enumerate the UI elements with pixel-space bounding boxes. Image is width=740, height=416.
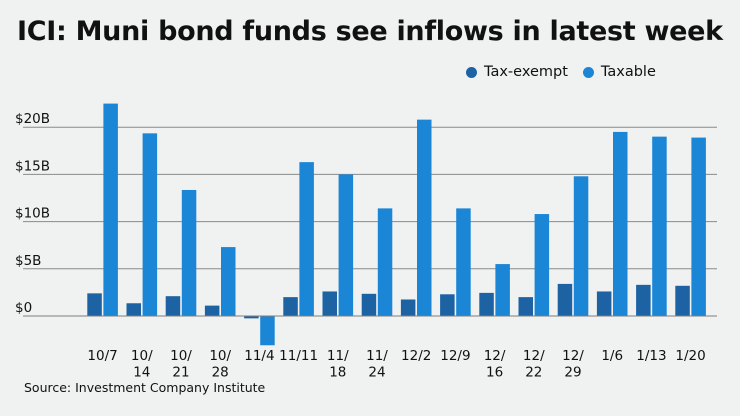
bar-tax-exempt-11 — [518, 297, 533, 316]
bar-tax-exempt-13 — [596, 291, 612, 316]
bar-tax-exempt-7 — [361, 293, 377, 316]
bar-taxable-14 — [652, 136, 667, 316]
legend-item-tax-exempt: Tax-exempt — [466, 64, 568, 80]
y-tick-label: $10B — [15, 206, 50, 222]
bar-taxable-10 — [495, 264, 510, 316]
x-tick-label: 11/18 — [327, 348, 349, 381]
x-tick-label: 10/7 — [87, 348, 117, 364]
gridlines — [23, 126, 717, 317]
bar-taxable-1 — [142, 133, 158, 316]
bar-tax-exempt-8 — [400, 299, 416, 316]
x-axis-labels: 10/7 10/14 10/21 10/28 11/4 11/11 11/18 11/24 12… — [87, 348, 705, 381]
x-tick-label: 10/21 — [170, 348, 192, 381]
x-tick-label: 12/29 — [562, 348, 584, 381]
x-tick-label: 11/4 — [244, 348, 274, 364]
bars — [23, 103, 717, 346]
bar-taxable-13 — [613, 131, 628, 316]
y-tick-label: $15B — [15, 158, 50, 174]
bar-tax-exempt-0 — [87, 293, 102, 316]
bar-tax-exempt-12 — [557, 283, 573, 316]
bar-tax-exempt-10 — [479, 292, 494, 316]
x-tick-label: 12/22 — [523, 348, 545, 381]
y-tick-label: $20B — [15, 111, 50, 127]
x-tick-label: 12/16 — [484, 348, 506, 381]
chart-title: ICI: Muni bond funds see inflows in late… — [17, 16, 723, 47]
x-tick-label: 10/28 — [209, 348, 231, 381]
bar-tax-exempt-5 — [283, 297, 298, 316]
source-note: Source: Investment Company Institute — [24, 380, 266, 395]
bar-tax-exempt-1 — [126, 303, 141, 316]
bar-taxable-15 — [691, 137, 706, 316]
legend-swatch-taxable — [582, 66, 594, 78]
y-tick-label: $5B — [15, 253, 41, 269]
x-tick-label: 1/6 — [601, 348, 623, 364]
x-tick-label: 11/24 — [366, 348, 388, 381]
x-tick-label: 1/20 — [675, 348, 705, 364]
bar-taxable-8 — [417, 119, 432, 316]
bar-tax-exempt-14 — [636, 284, 651, 316]
bar-tax-exempt-2 — [165, 296, 181, 316]
bar-tax-exempt-4 — [244, 316, 259, 319]
y-axis-ticks: $0 $5B $10B $15B $20B — [15, 111, 50, 316]
bar-taxable-5 — [299, 162, 314, 316]
bar-tax-exempt-9 — [440, 294, 455, 316]
bar-tax-exempt-3 — [204, 305, 220, 316]
bar-tax-exempt-6 — [322, 291, 337, 316]
bar-taxable-9 — [456, 208, 471, 316]
bar-taxable-11 — [534, 214, 550, 316]
bar-taxable-0 — [103, 103, 118, 316]
bar-taxable-2 — [181, 189, 197, 316]
bar-taxable-3 — [221, 247, 236, 316]
x-tick-label: 12/9 — [440, 348, 470, 364]
x-tick-label: 10/14 — [131, 348, 153, 381]
legend-label-taxable: Taxable — [600, 64, 656, 80]
bar-taxable-4 — [260, 316, 275, 346]
bar-tax-exempt-15 — [675, 285, 690, 316]
x-tick-label: 11/11 — [279, 348, 318, 364]
bar-taxable-12 — [573, 176, 589, 316]
legend-label-tax-exempt: Tax-exempt — [484, 64, 568, 80]
x-tick-label: 12/2 — [401, 348, 431, 364]
legend-swatch-tax-exempt — [466, 66, 477, 78]
legend: Tax-exempt Taxable — [466, 64, 671, 80]
y-tick-label: $0 — [15, 300, 32, 316]
bar-taxable-7 — [377, 208, 393, 316]
legend-item-taxable: Taxable — [582, 64, 656, 80]
x-tick-label: 1/13 — [636, 348, 666, 364]
bar-taxable-6 — [338, 174, 354, 316]
